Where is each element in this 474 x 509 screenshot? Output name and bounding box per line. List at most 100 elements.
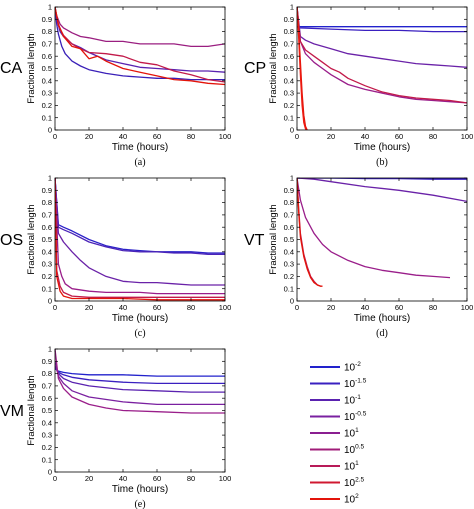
y-tick-label: 0 — [290, 126, 294, 135]
y-tick-label: 0.9 — [42, 15, 52, 24]
y-tick-label: 0.4 — [284, 247, 294, 256]
legend-label-3: 10-0.5 — [344, 411, 367, 424]
legend-label-4: 101 — [344, 427, 359, 440]
y-tick-label: 0.3 — [284, 89, 294, 98]
y-tick-label: 1 — [48, 174, 52, 183]
series-group — [55, 178, 225, 301]
legend-base: 10 — [344, 478, 356, 489]
panel-a: CA 0 0.1 0.2 0.3 0.4 0.5 0.6 0.7 0.8 0.9 1 0 20 40 60 80… — [0, 3, 231, 168]
panel-e: VM 0 0.1 0.2 0.3 0.4 0.5 0.6 0.7 0.8 0.9 1 0 20 40 60 80… — [0, 345, 231, 509]
x-tick-label: 20 — [85, 132, 93, 141]
series-line-4 — [55, 349, 225, 414]
panel-d: VT 0 0.1 0.2 0.3 0.4 0.5 0.6 0.7 0.8 0.9 1 0 20 40 60 80… — [244, 174, 473, 339]
legend-exponent: 1 — [355, 427, 359, 434]
y-tick-label: 0.1 — [42, 284, 52, 293]
y-tick-label: 0.9 — [284, 15, 294, 24]
series-line-3 — [297, 178, 451, 279]
y-tick-label: 0.1 — [42, 455, 52, 464]
x-tick-label: 100 — [219, 303, 232, 312]
legend-base: 10 — [344, 429, 356, 440]
y-tick-label: 0.3 — [284, 260, 294, 269]
x-tick-label: 20 — [85, 303, 93, 312]
legend-label-6: 101 — [344, 460, 359, 473]
x-tick-label: 100 — [461, 132, 474, 141]
y-tick-label: 0 — [290, 297, 294, 306]
y-tick-label: 0.5 — [284, 235, 294, 244]
series-line-2 — [55, 365, 225, 393]
series-group — [297, 7, 467, 130]
legend-label-7: 102.5 — [344, 477, 365, 490]
series-line-2 — [55, 178, 225, 286]
legend-base: 10 — [344, 462, 356, 473]
legend-label-2: 10-1 — [344, 394, 361, 407]
y-tick-label: 0.5 — [42, 235, 52, 244]
panel-tag: CP — [244, 60, 266, 77]
y-tick-label: 0.7 — [284, 40, 294, 49]
y-tick-label: 0.7 — [284, 211, 294, 220]
y-axis-label: Fractional length — [268, 33, 279, 103]
legend-exponent: 2.5 — [355, 477, 364, 484]
x-tick-label: 60 — [395, 303, 403, 312]
x-tick-label: 40 — [361, 303, 369, 312]
series-group — [55, 349, 225, 414]
y-axis-label: Fractional length — [268, 204, 279, 274]
y-tick-label: 1 — [48, 3, 52, 12]
legend-base: 10 — [344, 495, 356, 506]
series-line-1 — [297, 26, 467, 33]
legend-exponent: -1.5 — [355, 378, 367, 385]
legend-exponent: -2 — [355, 361, 361, 368]
x-tick-label: 0 — [53, 132, 57, 141]
x-tick-label: 80 — [187, 303, 195, 312]
x-axis-label: Time (hours) — [354, 313, 410, 324]
series-line-1 — [55, 367, 225, 385]
panel-tag: VT — [244, 232, 265, 249]
x-tick-label: 100 — [461, 303, 474, 312]
y-tick-label: 0.6 — [42, 52, 52, 61]
y-axis-label: Fractional length — [26, 204, 37, 274]
panel-caption: (e) — [134, 499, 145, 509]
legend-exponent: 1 — [355, 460, 359, 467]
y-tick-label: 0.4 — [42, 247, 52, 256]
x-tick-label: 60 — [153, 474, 161, 483]
y-tick-label: 0.6 — [284, 52, 294, 61]
y-tick-label: 1 — [48, 345, 52, 354]
y-tick-label: 0.6 — [42, 394, 52, 403]
y-tick-label: 0.2 — [42, 443, 52, 452]
x-tick-label: 40 — [119, 303, 127, 312]
series-line-3 — [55, 361, 225, 406]
legend-base: 10 — [344, 379, 356, 390]
legend-exponent: -1 — [355, 394, 361, 401]
series-line-2 — [55, 7, 225, 48]
x-tick-label: 0 — [53, 474, 57, 483]
y-tick-label: 0 — [48, 126, 52, 135]
y-tick-label: 0.9 — [42, 186, 52, 195]
x-tick-label: 0 — [295, 303, 299, 312]
y-tick-label: 0.2 — [42, 272, 52, 281]
y-tick-label: 0.7 — [42, 382, 52, 391]
legend-exponent: -0.5 — [355, 411, 367, 418]
series-line-1 — [297, 178, 467, 180]
panel-tag: VM — [0, 403, 24, 420]
series-line-5 — [297, 178, 323, 287]
y-tick-label: 0.5 — [42, 406, 52, 415]
panel-tag: OS — [0, 232, 23, 249]
y-tick-label: 0.4 — [42, 418, 52, 427]
series-line-5 — [55, 178, 225, 301]
x-axis-label: Time (hours) — [354, 142, 410, 153]
legend-exponent: 2 — [355, 493, 359, 500]
x-axis-label: Time (hours) — [112, 484, 168, 495]
x-tick-label: 100 — [219, 132, 232, 141]
panel-caption: (a) — [134, 157, 145, 168]
x-tick-label: 20 — [327, 303, 335, 312]
x-axis-label: Time (hours) — [112, 142, 168, 153]
legend-base: 10 — [344, 396, 356, 407]
series-line-0 — [55, 178, 225, 254]
y-tick-label: 0.1 — [284, 284, 294, 293]
y-tick-label: 0.7 — [42, 211, 52, 220]
y-tick-label: 0.9 — [42, 357, 52, 366]
legend-label-5: 100.5 — [344, 444, 365, 457]
y-tick-label: 0.2 — [284, 272, 294, 281]
y-tick-label: 0.8 — [42, 27, 52, 36]
series-line-3 — [297, 7, 467, 104]
